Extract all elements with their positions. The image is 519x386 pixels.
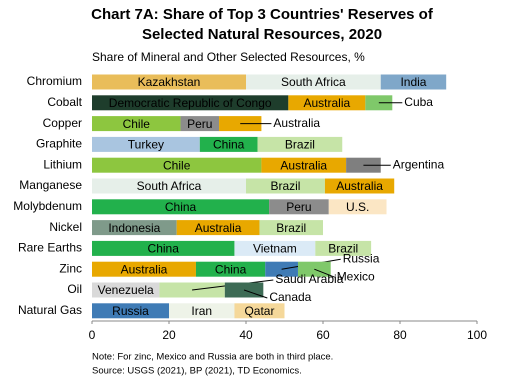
x-tick-label: 80 xyxy=(393,328,407,342)
segment-label: Turkey xyxy=(128,138,164,152)
segment-label: Saudi Arabia xyxy=(275,272,343,286)
bar-segment xyxy=(269,199,329,215)
y-tick-label: Cobalt xyxy=(47,95,82,109)
segment-label: Argentina xyxy=(393,157,445,171)
bar-segment xyxy=(92,116,181,132)
y-tick-label: Rare Earths xyxy=(18,241,82,255)
y-tick-label: Copper xyxy=(43,116,82,130)
bar-segment xyxy=(234,303,285,319)
bar-segment xyxy=(259,220,323,236)
y-tick-label: Oil xyxy=(67,282,82,296)
segment-label: Brazil xyxy=(270,179,300,193)
segment-label: Iran xyxy=(191,304,212,318)
segment-label: Qatar xyxy=(244,304,274,318)
x-tick-label: 20 xyxy=(162,328,176,342)
bar-segment xyxy=(199,136,258,152)
bar-segment xyxy=(176,220,260,236)
segment-label: Democratic Republic of Congo xyxy=(109,96,272,110)
segment-label: Brazil xyxy=(276,221,306,235)
segment-label: Venezuela xyxy=(98,283,154,297)
bar-segment xyxy=(380,74,447,90)
y-tick-label: Manganese xyxy=(19,178,82,192)
segment-label: China xyxy=(148,242,180,256)
segment-label: China xyxy=(165,200,197,214)
y-tick-label: Zinc xyxy=(59,261,82,275)
segment-label: Cuba xyxy=(404,95,433,109)
bar-segment xyxy=(315,240,372,256)
x-tick-label: 0 xyxy=(89,328,96,342)
segment-label: India xyxy=(400,75,426,89)
bar-segment xyxy=(169,303,235,319)
bar-segment xyxy=(92,199,270,215)
chart-title: Selected Natural Resources, 2020 xyxy=(142,26,382,43)
segment-label: Peru xyxy=(187,117,212,131)
segment-label: Chile xyxy=(123,117,151,131)
chart-title: Chart 7A: Share of Top 3 Countries' Rese… xyxy=(91,6,434,23)
bar-segment xyxy=(324,178,395,194)
segment-label: Australia xyxy=(195,221,242,235)
x-tick-label: 60 xyxy=(316,328,330,342)
segment-label: China xyxy=(215,262,247,276)
x-tick-label: 100 xyxy=(467,328,487,342)
segment-label: Australia xyxy=(304,96,351,110)
bar-segment xyxy=(92,240,235,256)
leader-line xyxy=(243,289,268,299)
bar-segment xyxy=(180,116,220,132)
bar-segment xyxy=(288,95,366,111)
y-tick-label: Lithium xyxy=(43,157,82,171)
segment-label: Russia xyxy=(343,251,380,265)
segment-label: Australia xyxy=(336,179,383,193)
bar-segment xyxy=(92,303,169,319)
leader-line xyxy=(314,268,335,278)
bar-segment xyxy=(92,220,177,236)
segment-label: Russia xyxy=(112,304,149,318)
segment-label: Indonesia xyxy=(108,221,160,235)
segment-label: Brazil xyxy=(285,138,315,152)
bar-segment xyxy=(92,261,196,277)
segment-label: China xyxy=(213,138,245,152)
bar-segment xyxy=(92,95,289,111)
bar-segment xyxy=(246,74,381,90)
bar-segment xyxy=(246,178,325,194)
x-tick-label: 40 xyxy=(239,328,253,342)
segment-label: Kazakhstan xyxy=(138,75,201,89)
segment-label: Australia xyxy=(121,262,168,276)
segment-label: South Africa xyxy=(281,75,346,89)
bar-segment xyxy=(92,282,160,298)
note: Note: For zinc, Mexico and Russia are bo… xyxy=(92,352,333,363)
y-tick-label: Graphite xyxy=(36,137,82,151)
y-tick-label: Nickel xyxy=(49,220,82,234)
note: Source: USGS (2021), BP (2021), TD Econo… xyxy=(92,366,302,377)
bar-segment xyxy=(92,178,246,194)
y-tick-label: Molybdenum xyxy=(13,199,82,213)
bar-segment xyxy=(92,74,246,90)
segment-label: U.S. xyxy=(346,200,369,214)
bar-segment xyxy=(257,136,343,152)
segment-label: Canada xyxy=(269,290,311,304)
segment-label: Australia xyxy=(273,116,320,130)
segment-label: Mexico xyxy=(337,269,375,283)
bar-segment xyxy=(92,136,200,152)
bar-segment xyxy=(328,199,387,215)
y-tick-label: Chromium xyxy=(27,74,82,88)
segment-label: Peru xyxy=(286,200,311,214)
segment-label: Vietnam xyxy=(253,242,297,256)
bar-segment xyxy=(195,261,266,277)
segment-label: South Africa xyxy=(137,179,202,193)
bar-segment xyxy=(234,240,316,256)
segment-label: Australia xyxy=(280,158,327,172)
y-tick-label: Natural Gas xyxy=(18,303,82,317)
segment-label: Chile xyxy=(163,158,191,172)
bar-segment xyxy=(92,157,262,173)
bar-segment xyxy=(261,157,347,173)
chart-subtitle: Share of Mineral and Other Selected Reso… xyxy=(92,50,365,64)
segment-label: Brazil xyxy=(328,242,358,256)
